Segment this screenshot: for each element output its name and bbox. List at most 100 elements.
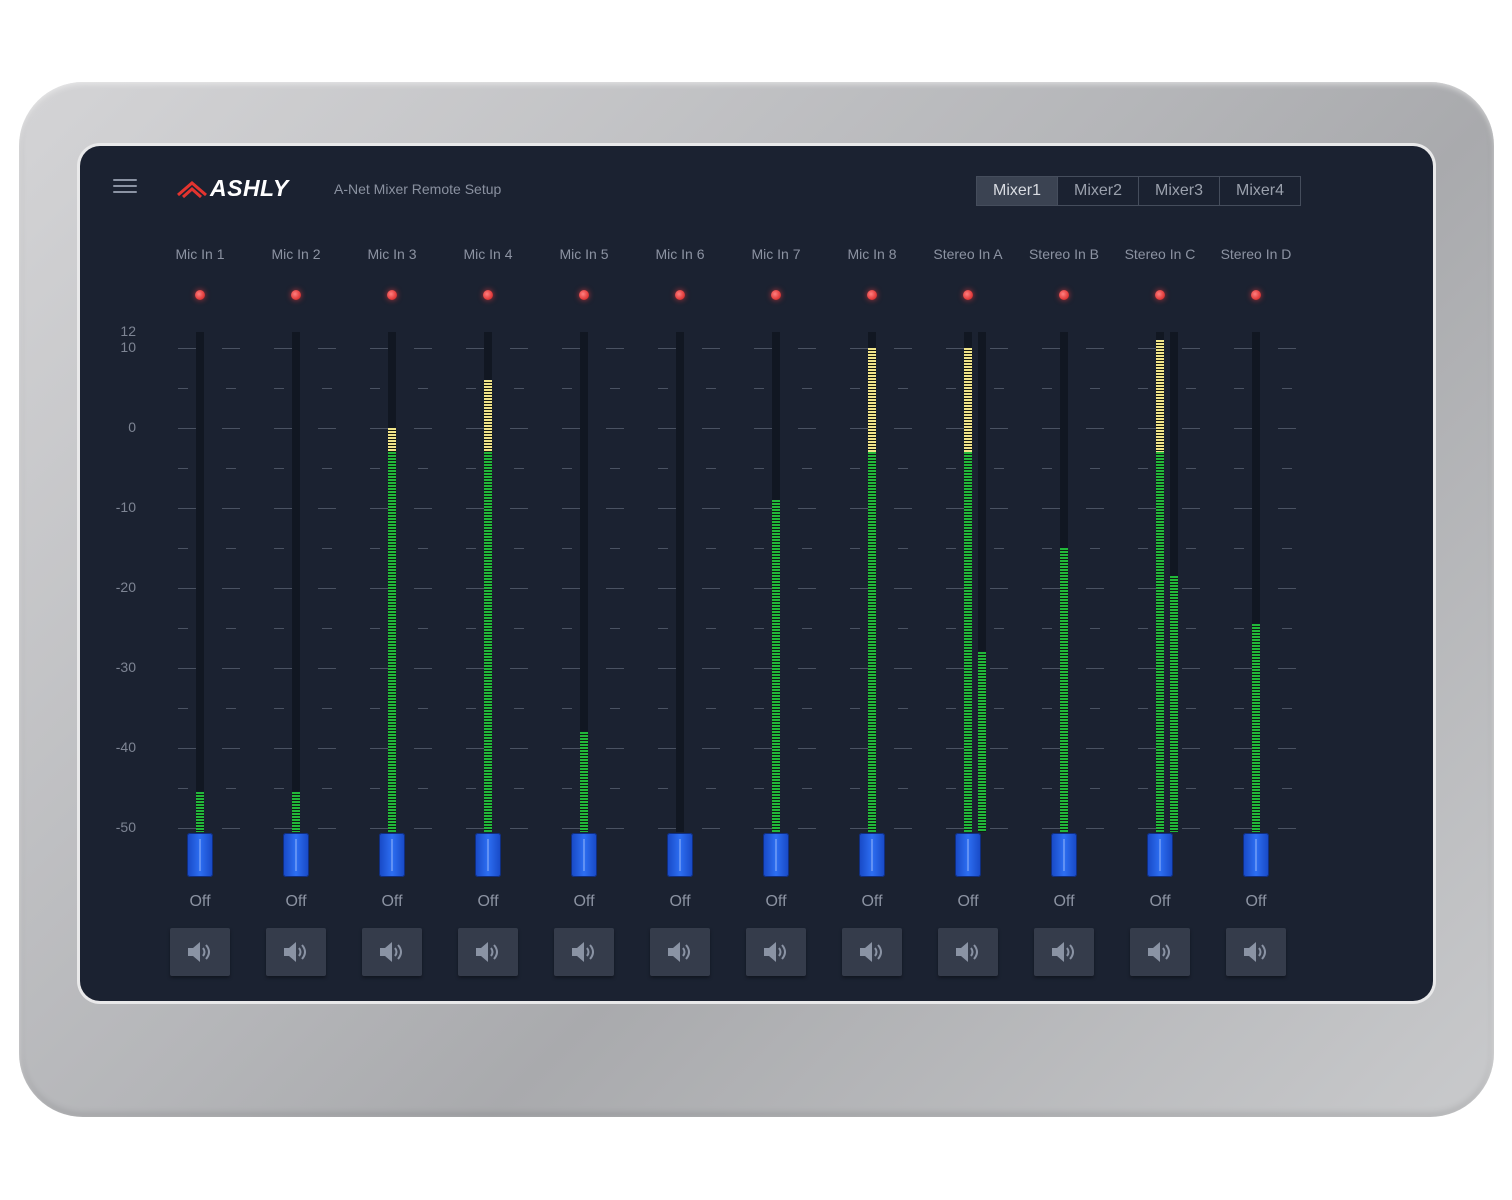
scale-tick bbox=[466, 508, 484, 509]
mute-button[interactable] bbox=[1226, 928, 1286, 976]
scale-tick bbox=[946, 628, 956, 629]
fader-handle[interactable] bbox=[187, 833, 213, 877]
gain-value: Off bbox=[477, 893, 499, 910]
scale-tick bbox=[466, 348, 484, 349]
mute-button[interactable] bbox=[1130, 928, 1190, 976]
scale-tick bbox=[994, 708, 1004, 709]
gain-value: Off bbox=[1245, 893, 1267, 910]
scale-tick bbox=[1138, 788, 1148, 789]
mute-button[interactable] bbox=[554, 928, 614, 976]
scale-tick bbox=[1086, 588, 1104, 589]
fader-handle[interactable] bbox=[1147, 833, 1173, 877]
scale-tick bbox=[178, 668, 196, 669]
scale-label: -30 bbox=[115, 659, 136, 675]
scale-tick bbox=[1278, 668, 1296, 669]
scale-tick bbox=[1042, 588, 1060, 589]
scale-tick bbox=[1234, 788, 1244, 789]
fader-handle[interactable] bbox=[379, 833, 405, 877]
scale-tick bbox=[946, 748, 964, 749]
meter-track bbox=[1252, 332, 1260, 832]
fader-handle[interactable] bbox=[571, 833, 597, 877]
scale-tick bbox=[754, 468, 764, 469]
scale-tick bbox=[894, 428, 912, 429]
scale-tick bbox=[274, 628, 284, 629]
scale-tick bbox=[1042, 428, 1060, 429]
fader-handle[interactable] bbox=[955, 833, 981, 877]
scale-tick bbox=[946, 788, 956, 789]
scale-tick bbox=[274, 828, 292, 829]
mixer-screen: ASHLY A-Net Mixer Remote Setup Mixer1 Mi… bbox=[80, 146, 1433, 1001]
scale-tick bbox=[178, 628, 188, 629]
scale-tick bbox=[946, 668, 964, 669]
scale-tick bbox=[1282, 468, 1292, 469]
scale-tick bbox=[1138, 508, 1156, 509]
channel-strip: Mic In 6 Off bbox=[632, 146, 728, 1001]
fader-handle[interactable] bbox=[475, 833, 501, 877]
mute-button[interactable] bbox=[362, 928, 422, 976]
mute-button[interactable] bbox=[746, 928, 806, 976]
meter-track bbox=[978, 332, 986, 832]
scale-tick bbox=[274, 548, 284, 549]
scale-tick bbox=[658, 548, 668, 549]
mute-button[interactable] bbox=[650, 928, 710, 976]
mute-button[interactable] bbox=[458, 928, 518, 976]
scale-tick bbox=[466, 788, 476, 789]
scale-tick bbox=[1282, 788, 1292, 789]
scale-tick bbox=[1186, 548, 1196, 549]
scale-tick bbox=[1182, 748, 1200, 749]
scale-tick bbox=[318, 828, 336, 829]
scale-tick bbox=[1186, 628, 1196, 629]
scale-tick bbox=[466, 628, 476, 629]
scale-tick bbox=[370, 388, 380, 389]
fader-handle[interactable] bbox=[283, 833, 309, 877]
tab-mixer3[interactable]: Mixer3 bbox=[1139, 177, 1220, 205]
scale-tick bbox=[1138, 388, 1148, 389]
gain-value: Off bbox=[1053, 893, 1075, 910]
mute-button[interactable] bbox=[938, 928, 998, 976]
level-meter bbox=[1252, 332, 1260, 832]
meter-yellow-segment bbox=[1156, 340, 1164, 452]
mute-button[interactable] bbox=[1034, 928, 1094, 976]
scale-tick bbox=[754, 788, 764, 789]
scale-tick bbox=[1234, 428, 1252, 429]
meter-green-segment bbox=[1060, 548, 1068, 832]
scale-tick bbox=[318, 668, 336, 669]
menu-icon[interactable] bbox=[113, 179, 137, 195]
scale-tick bbox=[318, 348, 336, 349]
scale-tick bbox=[946, 548, 956, 549]
mute-button[interactable] bbox=[266, 928, 326, 976]
level-meter bbox=[292, 332, 300, 832]
fader-handle[interactable] bbox=[1243, 833, 1269, 877]
scale-tick bbox=[1086, 348, 1104, 349]
fader-handle[interactable] bbox=[667, 833, 693, 877]
scale-tick bbox=[370, 468, 380, 469]
scale-tick bbox=[1138, 468, 1148, 469]
scale-tick bbox=[1138, 748, 1156, 749]
scale-tick bbox=[658, 828, 676, 829]
clip-indicator bbox=[387, 290, 397, 300]
tab-mixer4[interactable]: Mixer4 bbox=[1235, 182, 1284, 199]
scale-tick bbox=[1186, 468, 1196, 469]
ashly-logo-mark-icon bbox=[177, 181, 207, 199]
scale-tick bbox=[510, 348, 528, 349]
scale-tick bbox=[850, 708, 860, 709]
channel-name: Mic In 3 bbox=[367, 246, 417, 262]
scale-label: -10 bbox=[115, 499, 136, 515]
meter-track bbox=[676, 332, 684, 832]
scale-tick bbox=[322, 548, 332, 549]
scale-tick bbox=[658, 788, 668, 789]
mute-button[interactable] bbox=[842, 928, 902, 976]
scale-tick bbox=[798, 748, 816, 749]
meter-green-segment bbox=[964, 452, 972, 832]
mute-button[interactable] bbox=[170, 928, 230, 976]
scale-tick bbox=[706, 708, 716, 709]
brand-logo: ASHLY bbox=[176, 174, 289, 202]
scale-tick bbox=[562, 788, 572, 789]
tab-mixer1[interactable]: Mixer1 bbox=[977, 177, 1058, 205]
tab-mixer2[interactable]: Mixer2 bbox=[1058, 177, 1139, 205]
scale-tick bbox=[798, 828, 816, 829]
scale-tick bbox=[994, 468, 1004, 469]
fader-handle[interactable] bbox=[763, 833, 789, 877]
fader-handle[interactable] bbox=[859, 833, 885, 877]
fader-handle[interactable] bbox=[1051, 833, 1077, 877]
